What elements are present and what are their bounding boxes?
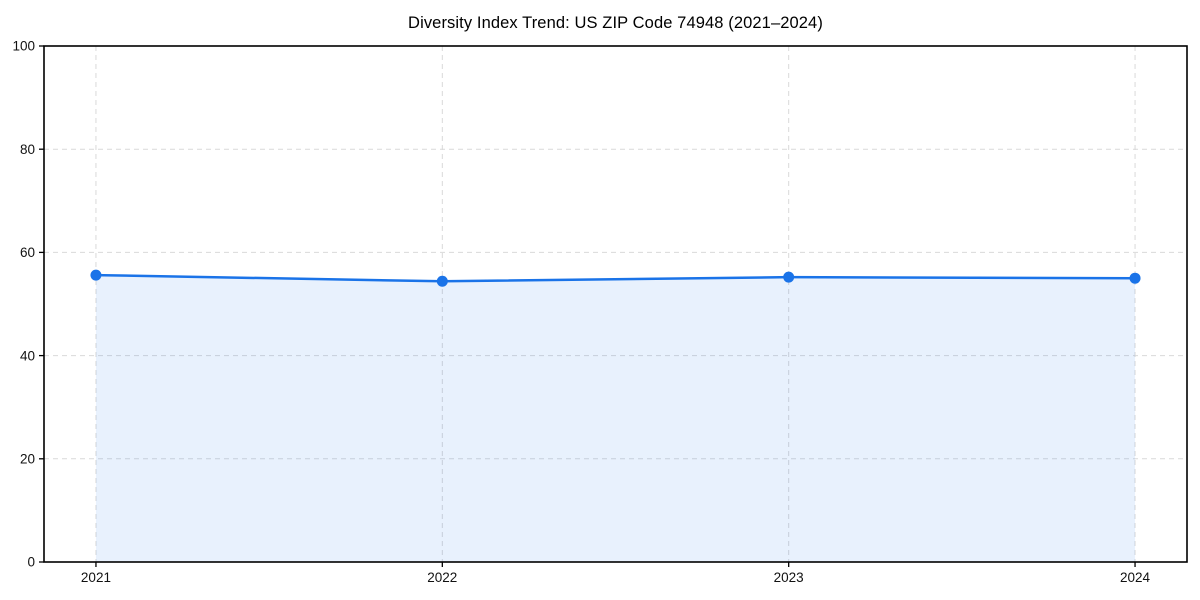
x-tick-label-2024: 2024 — [1120, 570, 1151, 585]
data-point-2023 — [783, 271, 795, 283]
x-tick-label-2023: 2023 — [774, 570, 804, 585]
data-point-2022 — [436, 275, 448, 287]
y-tick-label-20: 20 — [20, 452, 35, 467]
trend-line — [94, 273, 1137, 283]
y-tick-label-80: 80 — [20, 142, 35, 157]
y-tick-label-60: 60 — [20, 245, 35, 260]
y-tick-label-0: 0 — [27, 555, 35, 570]
plot-frame — [43, 45, 1188, 563]
y-tick-label-40: 40 — [20, 348, 35, 363]
area-fill — [95, 275, 1136, 562]
chart-title: Diversity Index Trend: US ZIP Code 74948… — [408, 14, 823, 32]
x-tick-label-2021: 2021 — [81, 570, 111, 585]
data-point-2024 — [1129, 272, 1141, 284]
data-point-2021 — [90, 269, 102, 281]
x-tick-label-2022: 2022 — [427, 570, 457, 585]
y-tick-label-100: 100 — [12, 39, 35, 54]
